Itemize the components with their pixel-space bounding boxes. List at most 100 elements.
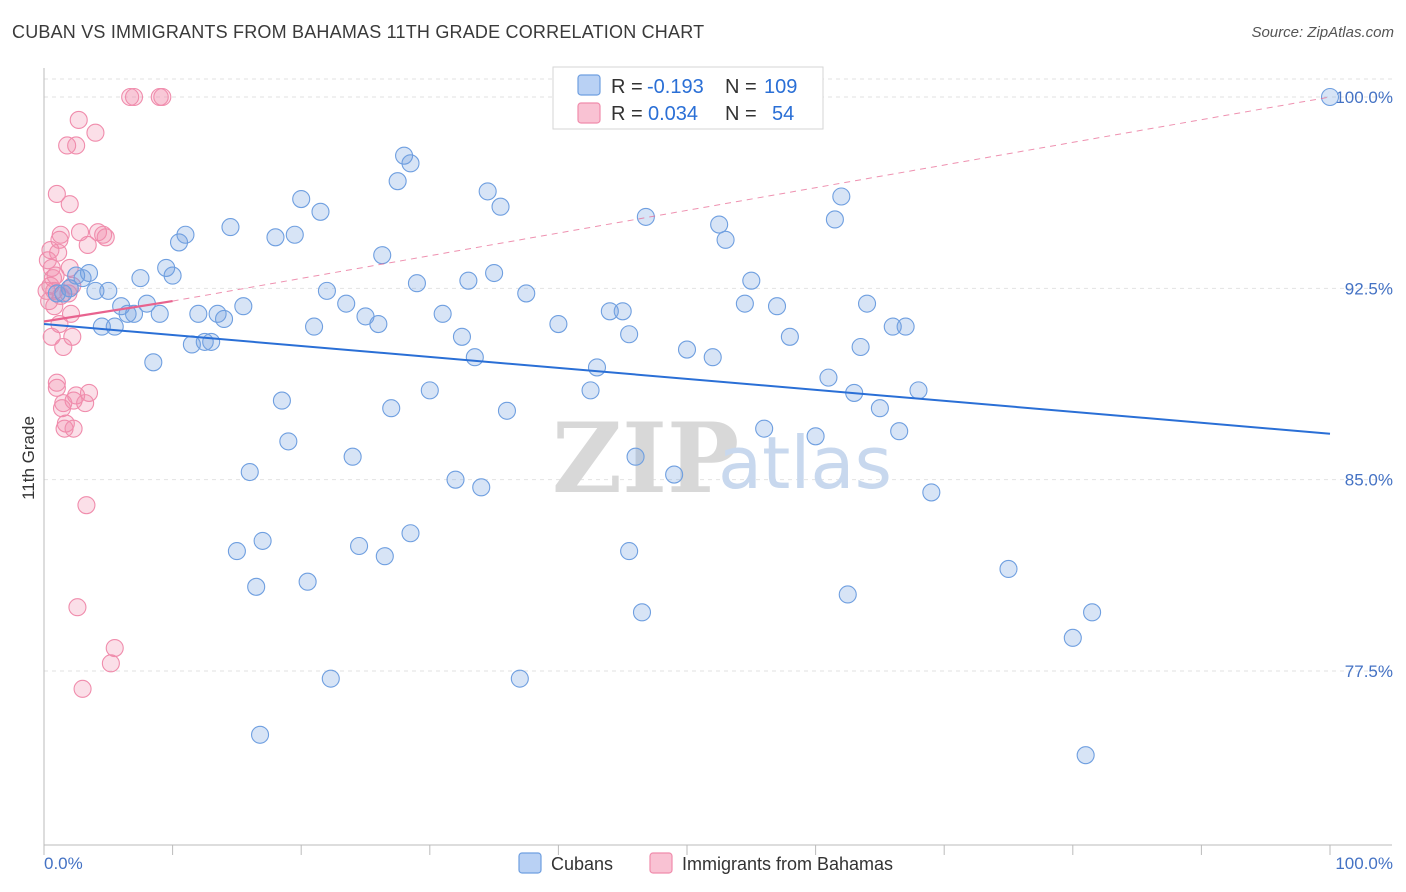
data-point-cubans [1063,628,1082,647]
data-point-cubans [86,281,105,300]
data-point-cubans [626,447,645,466]
data-point-cubans [369,314,388,334]
data-point-cubans [433,304,452,323]
y-tick-labels: 77.5% 85.0% 92.5% 100.0% [1335,88,1393,681]
data-point-cubans [321,669,340,688]
y-tick-label: 85.0% [1345,471,1393,490]
data-point-cubans [716,230,735,249]
data-point-cubans [337,294,356,313]
data-point-cubans [79,263,99,283]
data-point-cubans [825,210,844,229]
data-point-cubans [870,399,889,418]
data-point-cubans [780,327,799,346]
data-point-cubans [382,399,401,418]
data-point-cubans [613,302,632,321]
trend-line-bahamas [43,300,173,323]
data-point-cubans [227,542,246,561]
data-point-cubans [350,536,369,556]
data-point-cubans [163,266,182,285]
data-point-bahamas [96,228,115,247]
data-point-cubans [806,427,825,446]
series-bahamas-points [37,87,172,698]
data-point-cubans [620,542,639,561]
data-point-cubans [250,725,270,744]
data-point-bahamas [124,87,144,107]
data-point-bahamas [60,258,79,277]
data-point-cubans [157,258,176,277]
data-point-cubans [851,337,870,357]
data-point-bahamas [47,373,66,392]
data-point-cubans [285,225,304,244]
data-point-cubans [99,281,118,300]
data-point-cubans [240,462,259,482]
data-point-cubans [465,348,484,367]
data-point-cubans [710,215,729,234]
x-tick-label: 0.0% [44,854,83,873]
data-point-cubans [832,187,851,206]
data-point-cubans [266,228,285,247]
axes [43,68,1392,855]
chart-title: CUBAN VS IMMIGRANTS FROM BAHAMAS 11TH GR… [12,22,705,42]
legend: R = -0.193 N = 109 R = 0.034 N = 54 [552,66,824,130]
legend-n-label-cubans: N = [725,76,757,98]
data-point-cubans [497,401,517,420]
data-point-cubans [305,317,324,336]
data-point-cubans [735,294,754,313]
data-point-cubans [373,246,392,265]
data-point-bahamas [47,378,66,397]
legend-r-label-cubans: R = [611,76,643,98]
data-point-bahamas [101,654,120,673]
data-point-bahamas [51,225,70,244]
data-point-cubans [472,478,491,497]
data-point-cubans [838,585,857,604]
data-point-cubans [677,340,697,359]
gridlines [44,78,1392,672]
data-point-bahamas [64,391,83,410]
data-point-bahamas [54,337,73,357]
y-tick-label: 77.5% [1345,662,1393,681]
bottom-legend-label-cubans: Cubans [551,854,613,874]
watermark-zip: ZIP [552,402,739,515]
data-point-bahamas [153,87,172,107]
legend-n-value-bahamas: 54 [772,103,794,125]
data-point-cubans [298,572,317,591]
data-point-cubans [999,559,1018,579]
legend-n-label-bahamas: N = [725,103,757,125]
data-point-bahamas [68,598,87,617]
data-point-cubans [189,304,208,323]
legend-r-value-bahamas: 0.034 [648,103,698,125]
data-point-bahamas [47,184,66,203]
data-point-cubans [742,271,761,290]
watermark-atlas: atlas [718,421,892,505]
data-point-cubans [600,302,619,321]
data-point-cubans [388,172,407,191]
data-point-bahamas [46,266,65,285]
legend-r-value-cubans: -0.193 [647,76,704,98]
data-point-cubans [1083,603,1102,622]
data-point-cubans [896,317,915,336]
data-point-cubans [124,304,144,323]
bottom-legend: Cubans Immigrants from Bahamas [518,852,893,874]
data-point-cubans [375,547,394,566]
y-axis-label: 11th Grade [19,416,38,500]
data-point-cubans [636,207,655,226]
data-point-cubans [446,470,465,489]
data-point-cubans [343,447,362,466]
trend-line-bahamas-extension [172,96,1331,302]
data-point-bahamas [40,292,59,311]
data-point-cubans [587,358,607,377]
data-point-cubans [144,353,163,372]
bottom-legend-label-bahamas: Immigrants from Bahamas [682,854,893,874]
legend-r-label-bahamas: R = [611,103,643,125]
x-tick-labels: 0.0% 100.0% [44,854,1393,873]
data-point-cubans [909,381,928,400]
data-point-bahamas [64,419,83,438]
trend-lines [43,96,1331,435]
data-point-cubans [131,269,150,288]
data-point-cubans [420,381,439,400]
data-point-cubans [485,263,504,283]
data-point-bahamas [61,304,81,323]
data-point-cubans [234,297,253,316]
data-point-cubans [221,218,240,237]
